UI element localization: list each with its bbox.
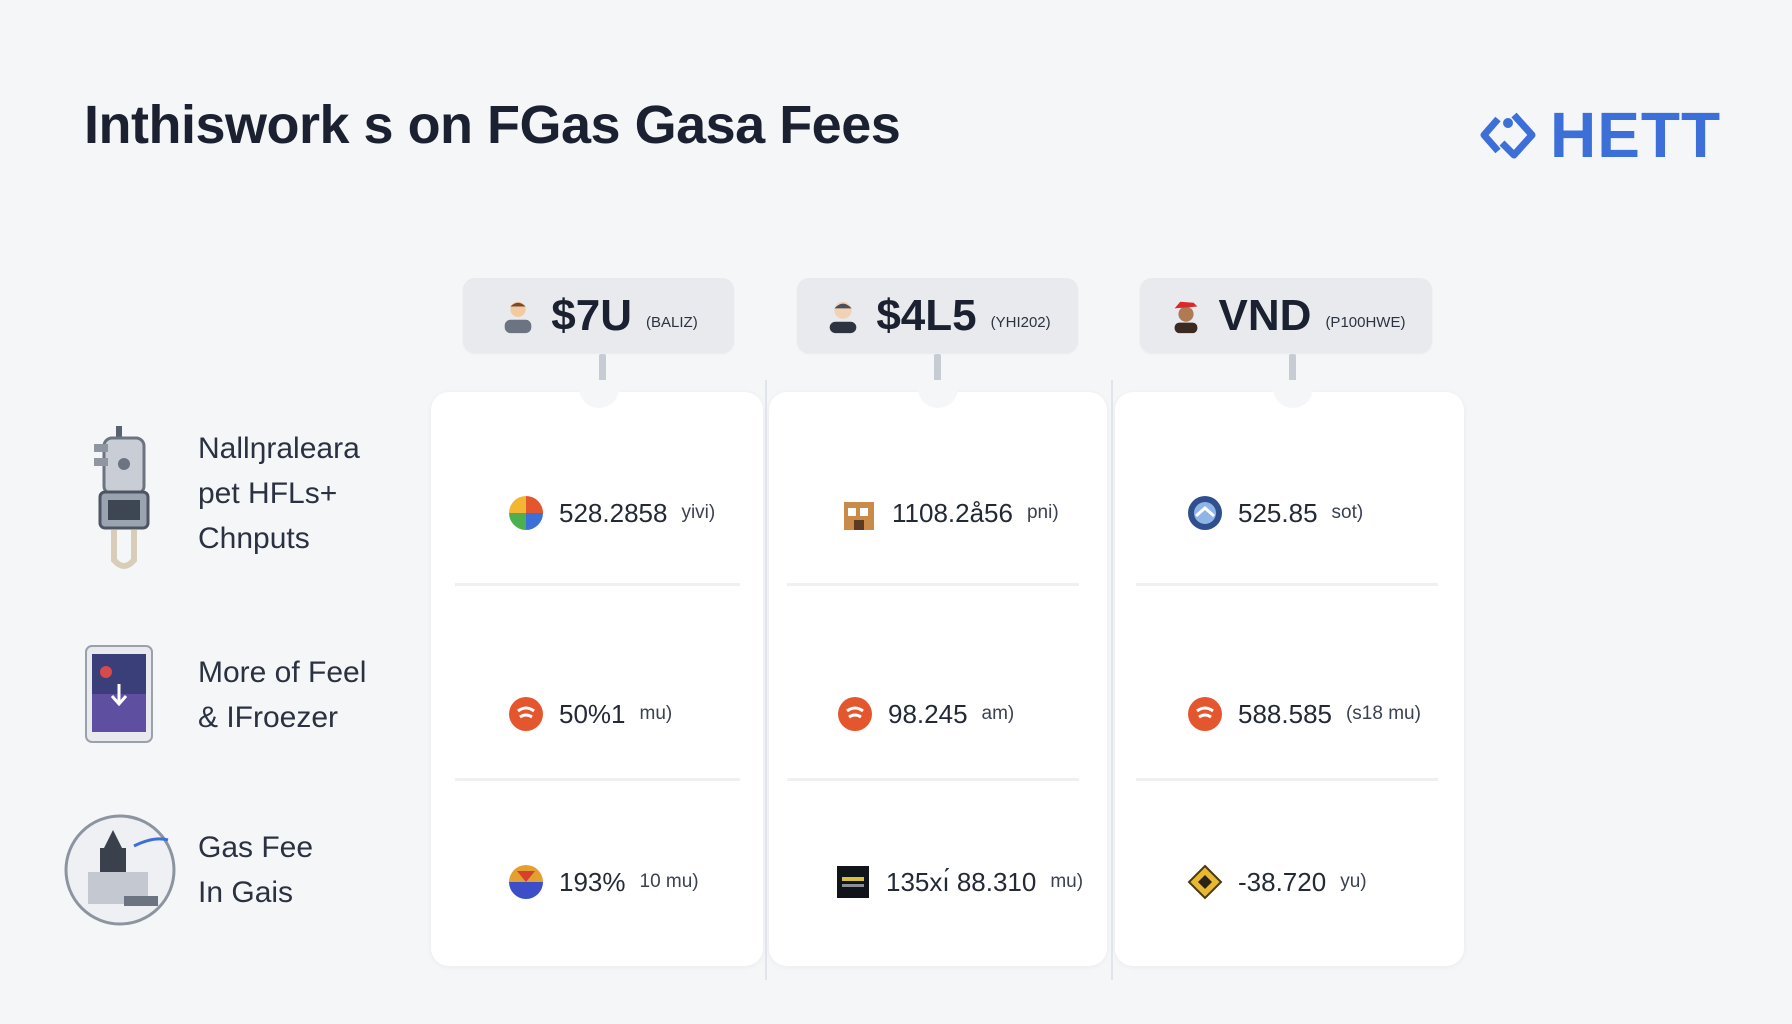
column-header-3[interactable]: VND (P100HWE): [1140, 278, 1432, 353]
orange-coin-icon: [509, 697, 543, 731]
fee-cell: 98.245 am): [836, 695, 1014, 733]
tablet-icon: [85, 645, 153, 743]
globe-badge-icon: [1188, 496, 1222, 530]
row-label-line: More of Feel: [198, 656, 367, 689]
column-card-2: [769, 380, 1107, 966]
orange-coin-icon: [838, 697, 872, 731]
fee-unit: (s18 mu): [1345, 703, 1421, 724]
column-card-1: [431, 380, 763, 966]
fee-value: 1108.2å56: [892, 497, 1013, 528]
orange-coin-icon: [1188, 697, 1222, 731]
row-label-line: Gas Fee: [198, 831, 314, 864]
row-label-2: More of Feel & IFroezer: [198, 650, 366, 740]
logo-text: HETT: [1550, 99, 1722, 171]
gas-station-circle-icon: [64, 814, 176, 926]
multicolor-coin-icon: [509, 865, 543, 899]
fee-value: 588.585: [1238, 698, 1332, 729]
fee-cell: 528.2858 yivi): [507, 494, 715, 532]
column-header-2[interactable]: $4L5 (YHI202): [797, 278, 1078, 353]
brand-logo: HETT: [1480, 98, 1721, 172]
logo-mark-icon: [1480, 112, 1536, 159]
building-icon: [844, 502, 874, 530]
fee-unit: pni): [1026, 502, 1059, 523]
fee-cell: 525.85 sot): [1186, 494, 1363, 532]
fee-value: 98.245: [888, 698, 968, 729]
person-avatar-icon: [1174, 301, 1197, 333]
gas-pump-icon: [94, 426, 150, 569]
connector: [934, 354, 941, 394]
fee-cell: -38.720 yu): [1186, 863, 1367, 901]
column-amount: $7U: [551, 290, 633, 340]
fee-value: 525.85: [1238, 497, 1318, 528]
fee-value: 135xı́ 88.310: [886, 866, 1037, 897]
column-divider: [765, 380, 767, 980]
fee-value: 50%1: [559, 698, 626, 729]
fee-cell: 588.585 (s18 mu): [1186, 695, 1421, 733]
row-label-line: & IFroezer: [198, 701, 339, 734]
page-title: Inthiswork s on FGas Gasa Fees: [84, 95, 901, 155]
fee-unit: sot): [1331, 502, 1364, 523]
row-label-1: Nallŋraleara pet HFLs+ Chnputs: [198, 426, 360, 561]
column-divider: [1111, 380, 1113, 980]
fee-cell: 1108.2å56 pni): [840, 494, 1059, 532]
fee-cell: 135xı́ 88.310 mu): [834, 863, 1083, 901]
fee-unit: 10 mu): [639, 871, 699, 892]
row-label-line: Nallŋraleara: [198, 432, 360, 465]
person-avatar-icon: [504, 301, 532, 333]
connector: [1289, 354, 1296, 394]
column-amount: VND: [1218, 290, 1312, 340]
column-amount: $4L5: [876, 290, 977, 340]
connector: [599, 354, 606, 394]
fee-unit: yu): [1340, 871, 1367, 892]
column-unit: (P100HWE): [1325, 314, 1406, 331]
row-label-line: pet HFLs+: [198, 477, 338, 510]
dark-square-icon: [837, 866, 869, 898]
fee-value: 193%: [559, 866, 626, 897]
fee-cell: 193% 10 mu): [507, 863, 699, 901]
fee-unit: mu): [1050, 871, 1084, 892]
fee-unit: am): [981, 703, 1015, 724]
column-header-1[interactable]: $7U (BALIZ): [463, 278, 734, 353]
column-unit: (BALIZ): [646, 314, 698, 331]
fee-unit: yivi): [681, 502, 716, 523]
row-label-line: Chnputs: [198, 522, 310, 555]
diamond-icon: [1187, 864, 1223, 900]
row-label-3: Gas Fee In Gais: [198, 825, 313, 915]
person-avatar-icon: [830, 301, 857, 333]
row-label-line: In Gais: [198, 876, 294, 909]
fee-value: 528.2858: [559, 497, 668, 528]
pie-chart-icon: [509, 496, 543, 530]
fee-cell: 50%1 mu): [507, 695, 672, 733]
column-card-3: [1115, 380, 1464, 966]
fee-value: -38.720: [1238, 866, 1327, 897]
fee-unit: mu): [639, 703, 673, 724]
column-unit: (YHI202): [990, 314, 1051, 331]
